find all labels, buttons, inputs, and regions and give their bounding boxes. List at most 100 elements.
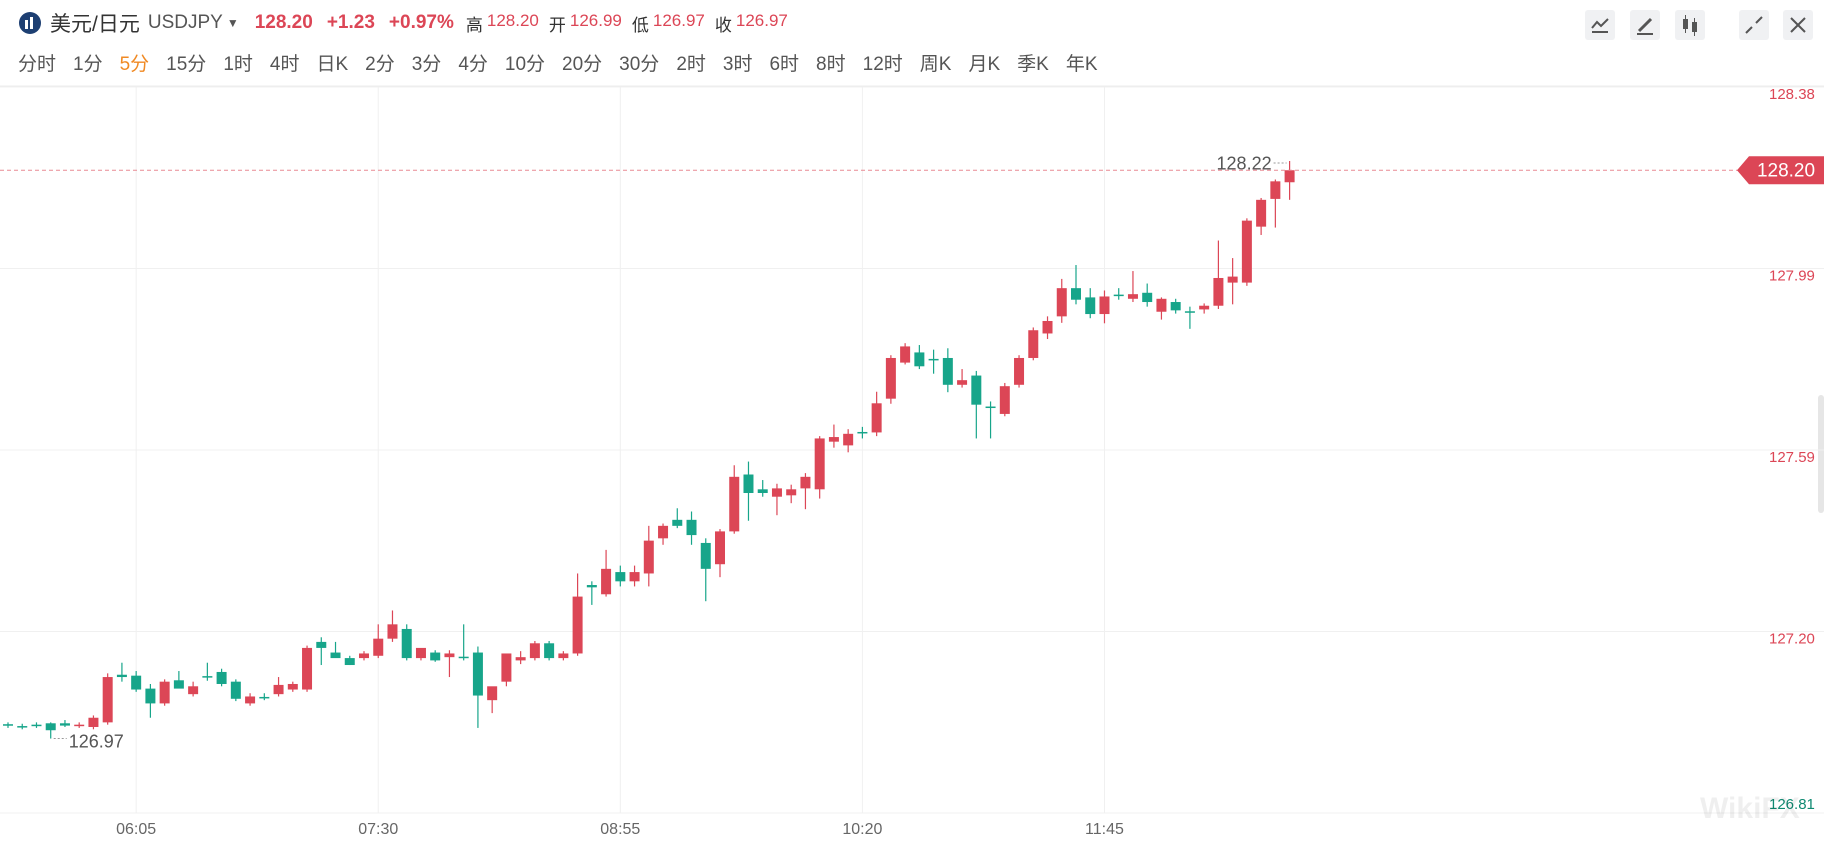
candle-body — [487, 686, 498, 701]
candle-body — [786, 489, 797, 496]
candle-body — [1270, 181, 1281, 199]
candle-body — [743, 474, 754, 494]
candle-body — [658, 525, 669, 539]
candle-body — [1184, 311, 1195, 313]
scroll-handle[interactable] — [1818, 395, 1824, 513]
candle-body — [344, 658, 355, 666]
stat-value: 126.97 — [735, 10, 788, 30]
candle-body — [800, 476, 811, 489]
y-tick-label: 127.99 — [1769, 267, 1815, 284]
pair-name: 美元/日元 — [50, 13, 140, 36]
tab[interactable]: 季K — [1017, 54, 1049, 75]
tab[interactable]: 4分 — [458, 54, 488, 75]
x-tick-label: 06:05 — [116, 821, 156, 838]
candle-body — [202, 676, 213, 678]
candle-body — [885, 357, 896, 399]
candle-body — [1284, 170, 1295, 183]
tab[interactable]: 周K — [919, 54, 952, 75]
candle-body — [444, 653, 455, 658]
tab[interactable]: 4时 — [269, 54, 300, 75]
tab[interactable]: 20分 — [562, 54, 603, 75]
candle-body — [359, 653, 369, 659]
candle-body — [1199, 305, 1210, 310]
tab[interactable]: 日K — [316, 54, 349, 75]
tab[interactable]: 分时 — [18, 54, 57, 75]
candle-body — [843, 433, 854, 446]
stat-value: 126.97 — [652, 10, 705, 30]
tab[interactable]: 2时 — [676, 54, 706, 75]
candle-body — [643, 540, 654, 574]
tab[interactable]: 1分 — [73, 54, 103, 75]
candle-body — [615, 572, 626, 582]
candle-body — [1028, 330, 1039, 358]
candle-body — [928, 358, 939, 361]
tab[interactable]: 3分 — [411, 54, 442, 75]
candle-body — [31, 724, 42, 727]
tab[interactable]: 年K — [1065, 54, 1098, 75]
y-tick-label: 127.20 — [1769, 630, 1815, 647]
tab[interactable]: 8时 — [816, 54, 846, 75]
candle-body — [1056, 288, 1067, 317]
tab[interactable]: 15分 — [166, 54, 207, 75]
candle-body — [302, 647, 313, 690]
candle-body — [871, 403, 882, 433]
candle-body — [828, 437, 839, 442]
candle-body — [957, 380, 968, 385]
candle-body — [985, 406, 996, 409]
candle-body — [131, 675, 142, 690]
candle-body — [17, 726, 28, 728]
tab[interactable]: 月K — [968, 54, 1001, 75]
candle-body — [572, 596, 583, 654]
candle-body — [1113, 294, 1124, 297]
price-tag-label: 128.20 — [1757, 160, 1815, 181]
tab[interactable]: 30分 — [619, 54, 660, 75]
candle-body — [700, 542, 711, 569]
candle-body — [1142, 292, 1153, 303]
close[interactable] — [1783, 10, 1813, 40]
tab[interactable]: 12时 — [862, 54, 903, 75]
candle-body — [999, 386, 1010, 414]
candle-body — [74, 724, 85, 727]
y-tick-label: 127.59 — [1769, 449, 1815, 466]
shrink[interactable] — [1739, 10, 1769, 40]
stat-label: 高 — [465, 15, 483, 35]
dropdown[interactable]: ▼ — [226, 16, 239, 30]
candle-body — [501, 653, 512, 682]
candle-body — [216, 671, 227, 684]
candle-body — [686, 519, 697, 536]
logo — [19, 12, 41, 34]
line-tool[interactable] — [1585, 10, 1615, 40]
draw-tool[interactable] — [1630, 10, 1660, 40]
tab[interactable]: 1时 — [223, 54, 253, 75]
candle-body — [729, 476, 740, 532]
price: 128.20 — [254, 12, 313, 33]
candle-body — [1213, 277, 1224, 306]
tab[interactable]: 10分 — [504, 54, 546, 75]
candle-body — [330, 652, 341, 659]
candle-body — [544, 643, 555, 659]
candle-body — [259, 696, 270, 699]
candle-body — [586, 585, 597, 588]
candle-body — [771, 488, 782, 497]
candle-body — [1227, 276, 1238, 283]
tab[interactable]: 5分 — [119, 54, 150, 75]
tab[interactable]: 2分 — [365, 54, 395, 75]
tab[interactable]: 6时 — [769, 54, 800, 75]
stat-value: 126.99 — [569, 10, 622, 30]
tab[interactable]: 3时 — [722, 54, 753, 75]
stat-label: 收 — [714, 15, 732, 35]
candle-body — [1014, 357, 1025, 385]
candle-body — [173, 680, 184, 689]
candle-body — [472, 652, 483, 696]
candle-body — [1241, 220, 1252, 283]
y-tick-label: 128.38 — [1769, 86, 1815, 103]
candle-body — [757, 489, 768, 494]
candle-body — [601, 568, 612, 595]
x-tick-label: 11:45 — [1085, 821, 1124, 838]
candle-body — [373, 638, 384, 656]
indicator-tool[interactable] — [1675, 10, 1705, 40]
candle-body — [188, 686, 199, 695]
watermark: WikiFX — [1700, 792, 1800, 825]
symbol[interactable]: USDJPY — [147, 12, 223, 33]
candle-body — [857, 431, 868, 434]
